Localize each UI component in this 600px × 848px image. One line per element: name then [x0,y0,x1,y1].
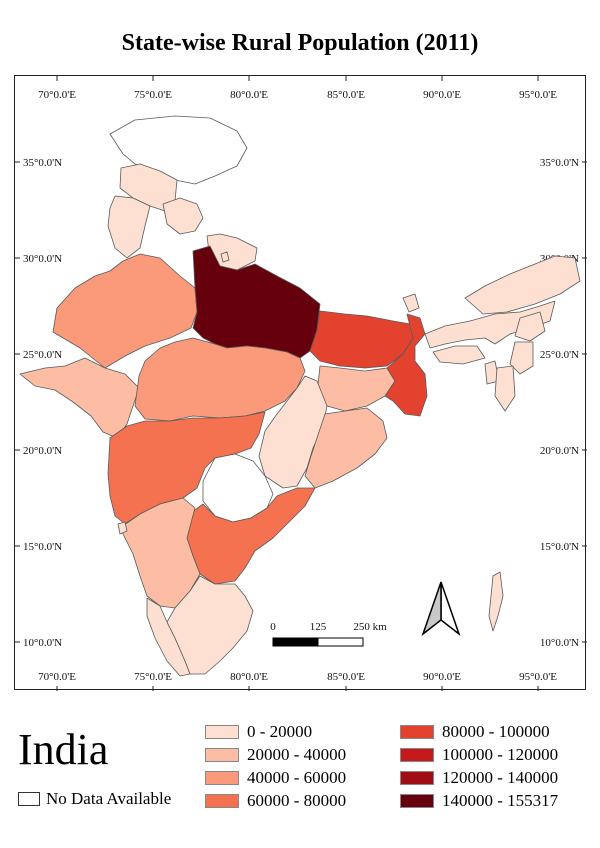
legend-swatch [400,794,434,808]
lon-label-bottom-90: 90°0.0'E [423,671,461,683]
state-mizoram [494,365,516,412]
state-nagaland [514,311,546,342]
state-uttar-pradesh [192,245,321,359]
country-name: India [18,725,109,774]
lat-label-left-10: 10°0.0'N [23,637,62,649]
no-data-legend: No Data Available [18,789,171,809]
state-arunachal-pradesh [464,255,581,315]
lon-label-bottom-70: 70°0.0'E [38,671,76,683]
lon-label-bottom-95: 95°0.0'E [519,671,557,683]
state-rajasthan [52,253,198,369]
legend-label: 40000 - 60000 [247,768,347,787]
map-title: State-wise Rural Population (2011) [121,30,479,56]
legend-label: 100000 - 120000 [442,745,559,764]
states-layer [19,115,581,677]
no-data-label: No Data Available [46,789,172,808]
state-karnataka [119,497,201,609]
legend-item: 40000 - 60000 [205,768,346,788]
lon-label-top-85: 85°0.0'E [327,89,365,101]
legend-item: 80000 - 100000 [400,722,550,742]
legend-swatch [400,771,434,785]
lat-label-left-25: 25°0.0'N [23,349,62,361]
map-canvas: 70°0.0'E 75°0.0'E 80°0.0'E 85°0.0'E 90°0… [15,76,587,691]
lon-label-top-80: 80°0.0'E [230,89,268,101]
state-manipur [509,341,534,375]
state-andaman-nicobar [488,571,504,632]
state-madhya-pradesh [134,337,306,422]
lon-label-top-95: 95°0.0'E [519,89,557,101]
legend-item: 0 - 20000 [205,722,312,742]
state-punjab [162,197,204,235]
lon-label-bottom-85: 85°0.0'E [327,671,365,683]
lat-label-left-15: 15°0.0'N [23,541,62,553]
state-bihar [309,310,414,369]
scale-bar: 0 125 250 km [270,621,387,647]
lat-label-left-35: 35°0.0'N [23,157,62,169]
lat-label-left-20: 20°0.0'N [23,445,62,457]
scale-bar-segment-1 [272,637,319,647]
state-sikkim [402,293,420,313]
legend-item: 140000 - 155317 [400,791,558,811]
legend-label: 140000 - 155317 [442,791,559,810]
state-odisha [304,407,388,489]
legend-label: 20000 - 40000 [247,745,347,764]
legend-swatch [400,725,434,739]
north-arrow-icon [421,581,461,637]
state-meghalaya [432,345,486,365]
lat-label-right-15: 15°0.0'N [540,541,579,553]
legend-item: 100000 - 120000 [400,745,558,765]
lat-label-right-25: 25°0.0'N [540,349,579,361]
state-uttarakhand [107,195,151,259]
lon-label-top-90: 90°0.0'E [423,89,461,101]
legend-item: 60000 - 80000 [205,791,346,811]
state-delhi [220,251,230,263]
scale-bar-label-0: 0 [270,621,276,633]
legend-swatch [205,725,239,739]
lon-label-top-75: 75°0.0'E [134,89,172,101]
lat-label-right-10: 10°0.0'N [540,637,579,649]
legend-swatch [205,794,239,808]
graticule-ticks [15,76,587,691]
lon-label-bottom-75: 75°0.0'E [134,671,172,683]
no-data-swatch [18,792,40,806]
scale-bar-label-125: 125 [310,621,327,633]
legend-label: 0 - 20000 [247,722,313,741]
legend-item: 120000 - 140000 [400,768,558,788]
state-goa [117,521,128,535]
map-frame: 70°0.0'E 75°0.0'E 80°0.0'E 85°0.0'E 90°0… [14,75,587,691]
scale-bar-label-250: 250 km [353,621,387,633]
lat-label-left-30: 30°0.0'N [23,253,62,265]
legend-swatch [205,748,239,762]
state-chhattisgarh [258,375,328,489]
lon-label-bottom-80: 80°0.0'E [230,671,268,683]
legend-label: 120000 - 140000 [442,768,559,787]
scale-bar-segment-2 [317,637,364,647]
lon-label-top-70: 70°0.0'E [38,89,76,101]
legend-label: 60000 - 80000 [247,791,347,810]
state-tamil-nadu [166,575,254,675]
lat-label-right-35: 35°0.0'N [540,157,579,169]
legend-label: 80000 - 100000 [442,722,550,741]
legend-swatch [400,748,434,762]
state-west-bengal [384,313,428,417]
lat-label-right-20: 20°0.0'N [540,445,579,457]
legend-item: 20000 - 40000 [205,745,346,765]
state-gujarat [19,357,140,439]
legend-swatch [205,771,239,785]
state-andhra-pradesh [186,487,316,585]
state-jharkhand [316,365,396,412]
